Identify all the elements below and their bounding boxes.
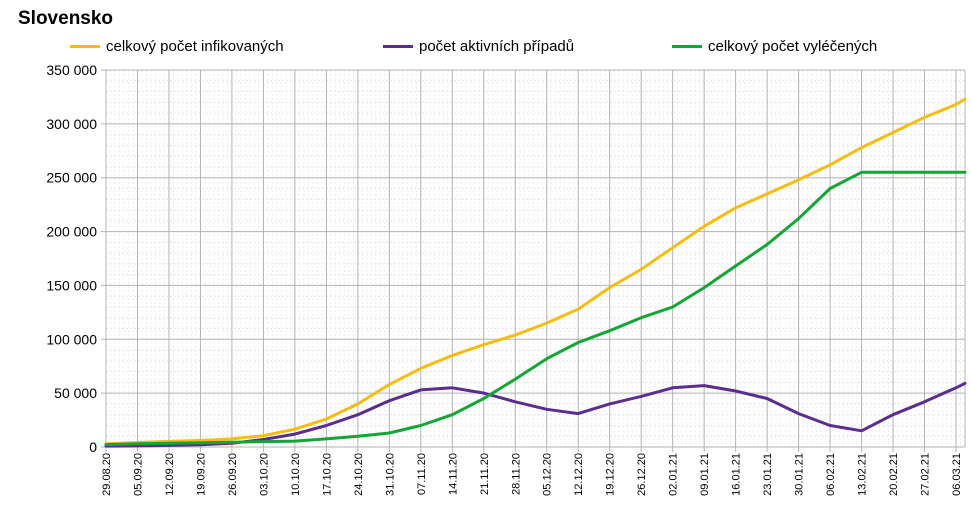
x-tick-label: 03.10.20 [258, 453, 270, 496]
x-tick-label: 17.10.20 [321, 453, 333, 496]
x-tick-label: 07.11.20 [416, 453, 428, 495]
series-lines [104, 97, 967, 448]
x-tick-label: 12.09.20 [164, 453, 176, 496]
x-tick-label: 20.02.21 [888, 453, 900, 496]
x-tick-label: 30.01.21 [794, 453, 806, 496]
x-tick-label: 26.09.20 [227, 453, 239, 496]
grid [101, 69, 966, 452]
legend-item-recovered: celkový počet vyléčených [672, 37, 877, 55]
x-tick-label: 05.12.20 [542, 453, 554, 496]
y-tick-label: 350 000 [46, 62, 97, 78]
x-tick-label: 23.01.21 [762, 453, 774, 496]
x-tick-label: 10.10.20 [290, 453, 302, 496]
y-tick-label: 100 000 [46, 331, 97, 347]
x-axis-ticks: 29.08.20 05.09.20 12.09.20 19.09.20 26.09.20… [101, 453, 963, 496]
legend-swatch-infected [70, 44, 100, 48]
x-tick-label: 09.01.21 [699, 453, 711, 496]
x-tick-label: 26.12.20 [636, 453, 648, 496]
legend-label-recovered: celkový počet vyléčených [708, 37, 878, 55]
series-line-recovered [104, 170, 967, 447]
x-tick-label: 24.10.20 [353, 453, 365, 496]
x-tick-label: 27.02.21 [920, 453, 932, 496]
y-tick-label: 300 000 [46, 116, 97, 132]
y-tick-label: 50 000 [54, 385, 97, 401]
x-tick-label: 19.09.20 [195, 453, 207, 496]
x-tick-label: 05.09.20 [132, 453, 144, 496]
y-tick-label: 150 000 [46, 277, 97, 293]
y-tick-label: 0 [89, 439, 97, 455]
x-tick-label: 29.08.20 [101, 453, 113, 496]
x-tick-label: 21.11.20 [479, 453, 491, 495]
x-tick-label: 28.11.20 [510, 453, 522, 495]
x-tick-label: 16.01.21 [731, 453, 743, 496]
x-tick-label: 13.02.21 [857, 453, 869, 496]
series-line-infected [104, 97, 967, 446]
y-tick-label: 250 000 [46, 170, 97, 186]
legend-label-active: počet aktivních případů [419, 37, 575, 55]
legend-label-infected: celkový počet infikovaných [106, 37, 284, 55]
x-tick-label: 02.01.21 [668, 453, 680, 496]
x-tick-label: 06.03.21 [951, 453, 963, 496]
x-tick-label: 06.02.21 [825, 453, 837, 496]
legend-swatch-active [383, 44, 413, 48]
x-tick-label: 14.11.20 [447, 453, 459, 495]
y-tick-label: 200 000 [46, 224, 97, 240]
legend-item-infected: celkový počet infikovaných [70, 37, 284, 55]
y-axis-ticks: 0 50 000 100 000 150 000 200 000 250 000 300 0… [46, 62, 97, 455]
x-tick-label: 12.12.20 [573, 453, 585, 496]
legend-swatch-recovered [672, 44, 702, 48]
legend-item-active: počet aktivních případů [383, 37, 574, 55]
x-tick-label: 19.12.20 [605, 453, 617, 496]
x-tick-label: 31.10.20 [384, 453, 396, 496]
chart-title: Slovensko [18, 8, 114, 29]
